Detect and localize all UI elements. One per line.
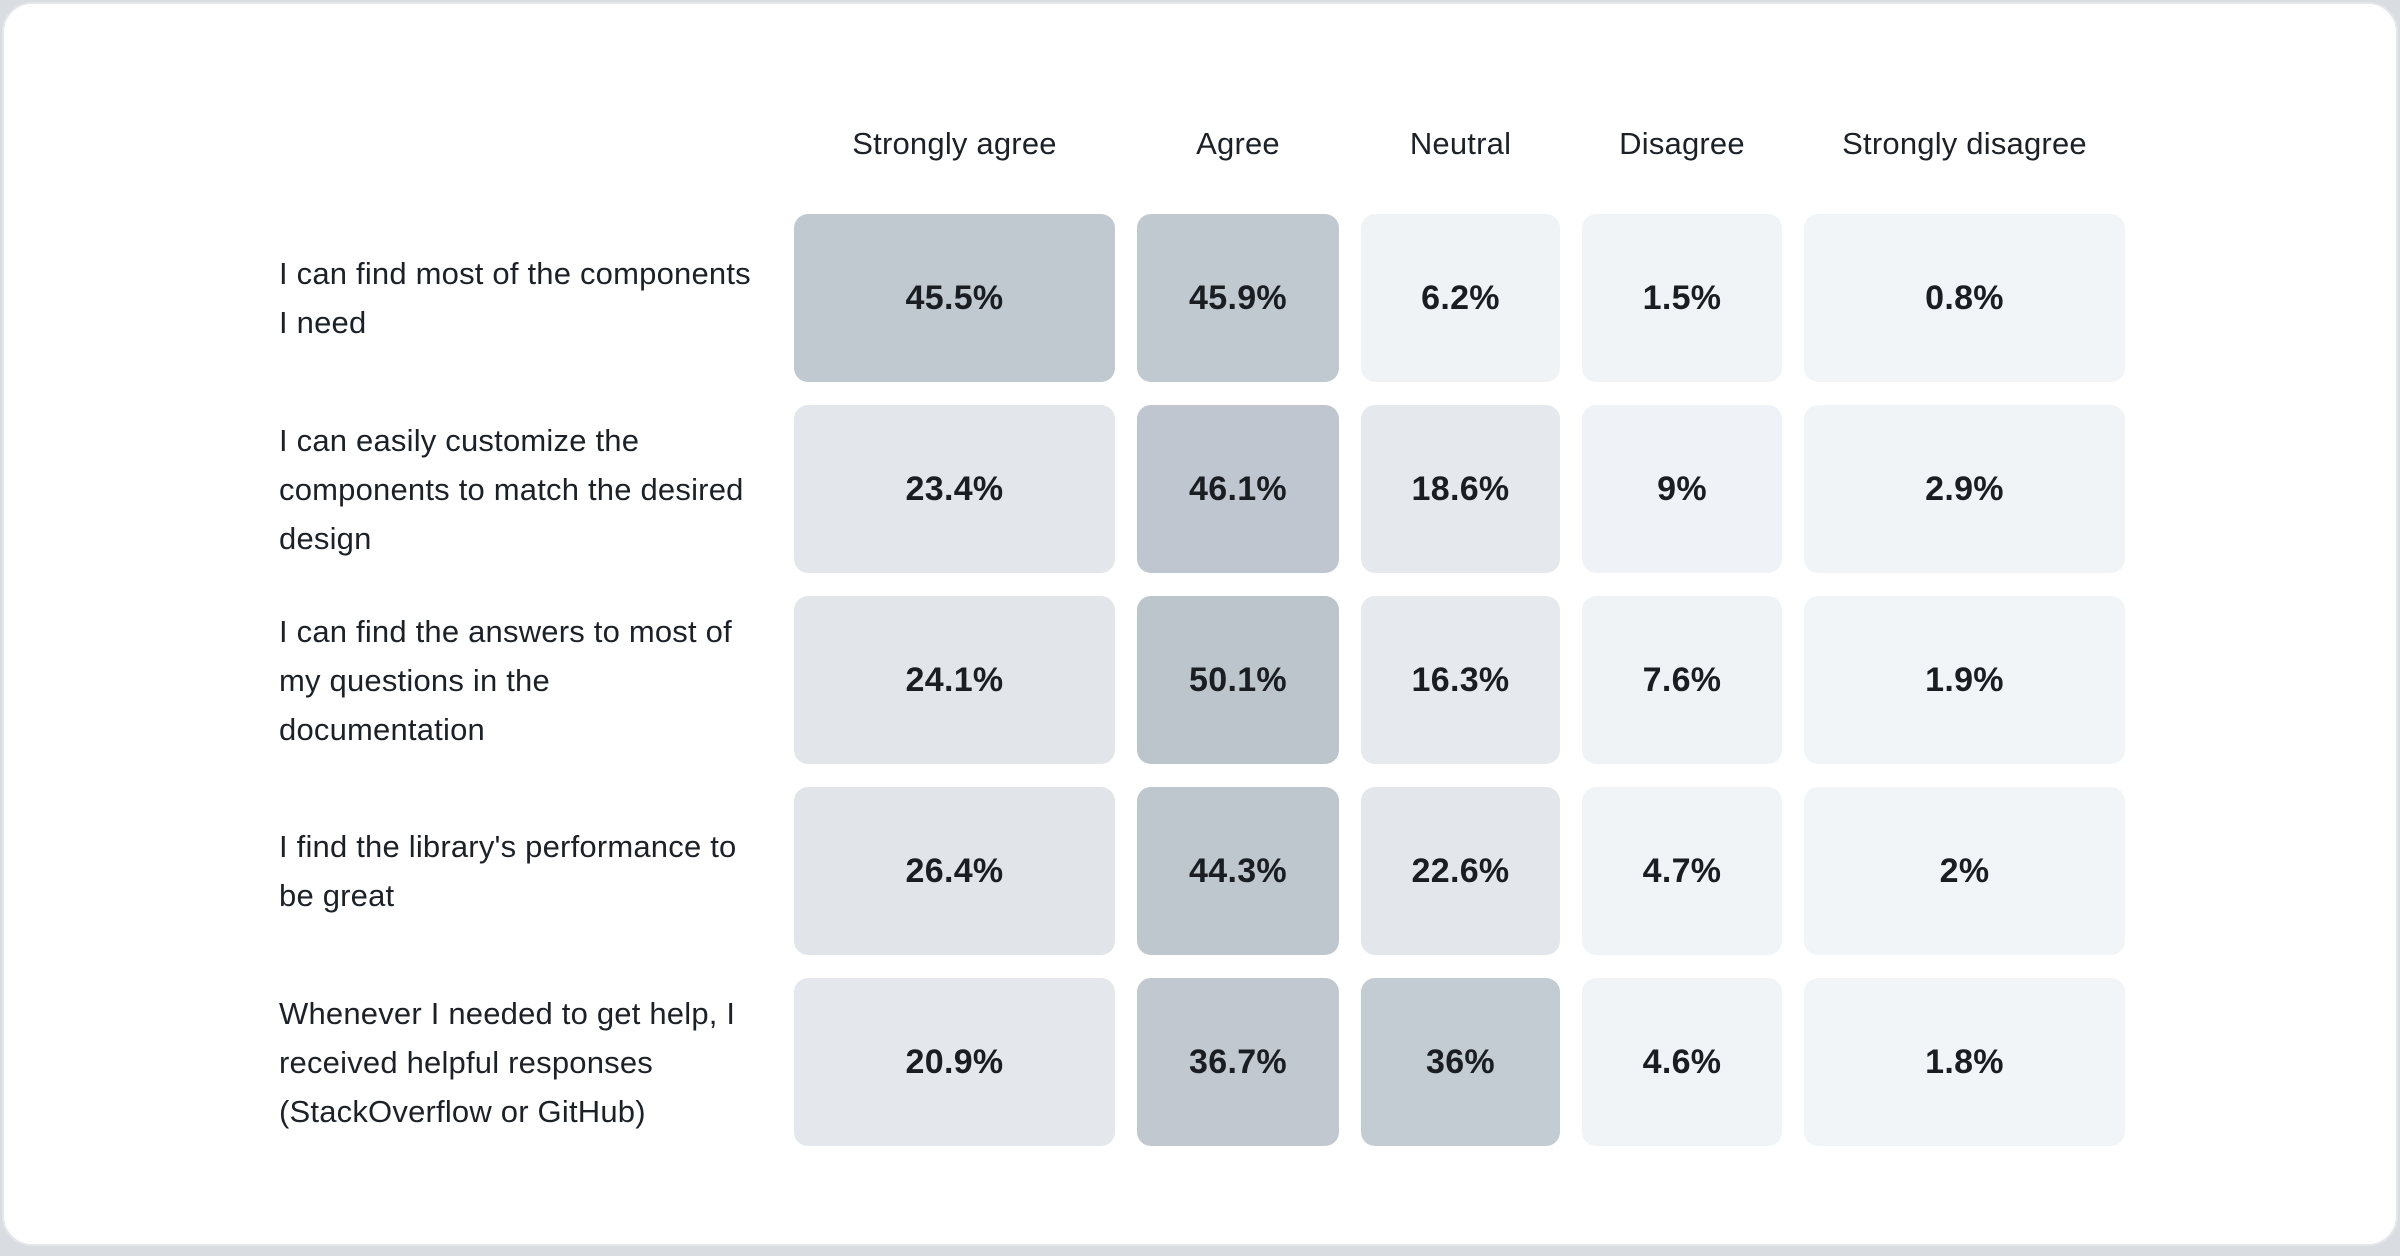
heatmap-cell: 45.9% bbox=[1137, 214, 1339, 382]
row-label-library-performance: I find the library's performance to be g… bbox=[279, 829, 737, 913]
heatmap-cell: 4.7% bbox=[1582, 787, 1782, 955]
heatmap-cell: 44.3% bbox=[1137, 787, 1339, 955]
heatmap-cell: 46.1% bbox=[1137, 405, 1339, 573]
column-header-neutral: Neutral bbox=[1409, 126, 1512, 161]
heatmap-cell: 4.6% bbox=[1582, 978, 1782, 1146]
heatmap-cell: 1.5% bbox=[1582, 214, 1782, 382]
heatmap-cell: 20.9% bbox=[794, 978, 1115, 1146]
heatmap-cell: 9% bbox=[1582, 405, 1782, 573]
heatmap-cell: 16.3% bbox=[1361, 596, 1560, 764]
heatmap-grid: Strongly agree Agree Neutral Disagree St… bbox=[4, 4, 2396, 1146]
heatmap-cell: 18.6% bbox=[1361, 405, 1560, 573]
row-label-find-components: I can find most of the components I need bbox=[279, 256, 751, 340]
heatmap-cell: 2.9% bbox=[1804, 405, 2125, 573]
heatmap-cell: 1.8% bbox=[1804, 978, 2125, 1146]
column-header-disagree: Disagree bbox=[1619, 126, 1745, 161]
heatmap-cell: 22.6% bbox=[1361, 787, 1560, 955]
column-header-agree: Agree bbox=[1196, 126, 1280, 161]
heatmap-cell: 26.4% bbox=[794, 787, 1115, 955]
row-label-documentation-answers: I can find the answers to most of my que… bbox=[279, 613, 732, 747]
row-label-helpful-responses: Whenever I needed to get help, I receive… bbox=[279, 995, 736, 1129]
column-header-strongly-agree: Strongly agree bbox=[852, 126, 1057, 161]
heatmap-cell: 7.6% bbox=[1582, 596, 1782, 764]
heatmap-cell: 2% bbox=[1804, 787, 2125, 955]
heatmap-cell: 50.1% bbox=[1137, 596, 1339, 764]
heatmap-cell: 36.7% bbox=[1137, 978, 1339, 1146]
heatmap-cell: 24.1% bbox=[794, 596, 1115, 764]
row-label-customize-components: I can easily customize the components to… bbox=[279, 422, 744, 556]
heatmap-cell: 0.8% bbox=[1804, 214, 2125, 382]
header-corner-spacer bbox=[279, 126, 772, 191]
column-header-strongly-disagree: Strongly disagree bbox=[1842, 126, 2087, 161]
heatmap-cell: 45.5% bbox=[794, 214, 1115, 382]
heatmap-cell: 6.2% bbox=[1361, 214, 1560, 382]
heatmap-cell: 1.9% bbox=[1804, 596, 2125, 764]
heatmap-cell: 36% bbox=[1361, 978, 1560, 1146]
heatmap-cell: 23.4% bbox=[794, 405, 1115, 573]
